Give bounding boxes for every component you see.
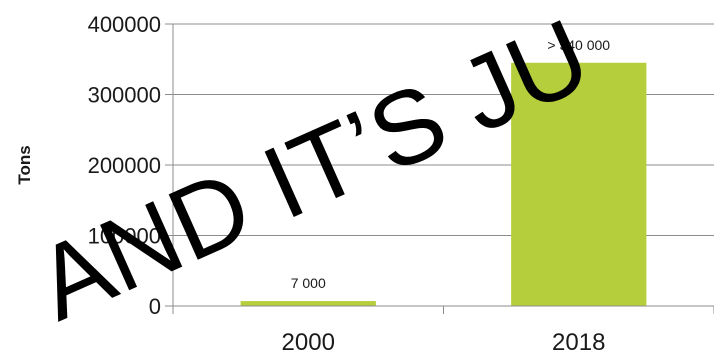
y-tick-label: 300000 <box>88 83 161 108</box>
y-tick-label: 200000 <box>88 153 161 178</box>
bar-2018 <box>511 62 647 307</box>
y-axis-label: Tons <box>15 145 34 184</box>
y-tick-label: 100000 <box>88 224 161 249</box>
x-tick-label-2000: 2000 <box>282 329 335 356</box>
axes <box>165 23 714 314</box>
data-label-2018: > 340 000 <box>547 37 610 53</box>
data-label-2000: 7 000 <box>291 275 326 291</box>
data-labels: 7 000 > 340 000 <box>291 37 611 291</box>
x-tick-label-2018: 2018 <box>552 329 605 356</box>
bar-2000 <box>240 301 376 306</box>
y-tick-labels: 0 100000 200000 300000 400000 <box>88 12 161 319</box>
y-tick-label: 0 <box>149 294 161 319</box>
bars <box>240 62 647 307</box>
x-tick-labels: 2000 2018 <box>282 329 606 356</box>
y-tick-label: 400000 <box>88 12 161 37</box>
